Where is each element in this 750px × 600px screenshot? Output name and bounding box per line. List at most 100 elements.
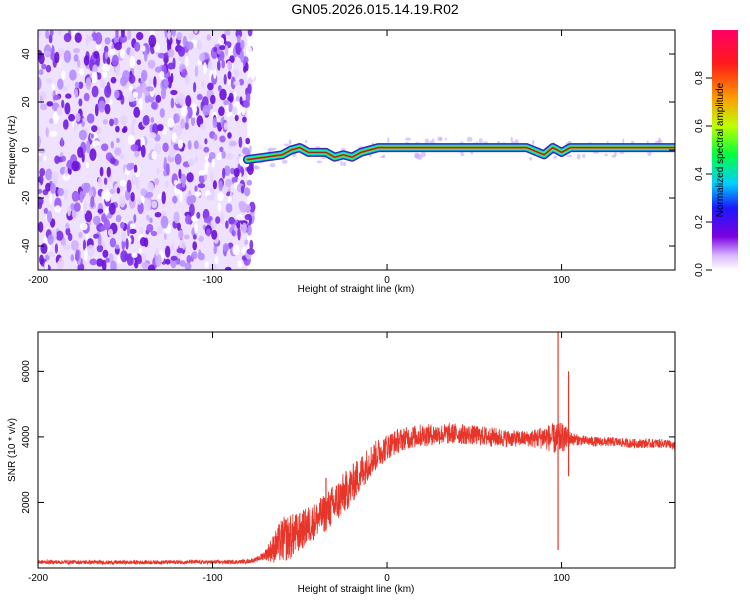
noise-blob bbox=[103, 177, 108, 185]
noise-blob bbox=[91, 71, 98, 84]
signal-halo-speck bbox=[305, 139, 308, 144]
noise-blob bbox=[113, 117, 119, 126]
noise-blob bbox=[119, 114, 128, 126]
spectrogram-x-tick-label: -100 bbox=[203, 275, 223, 286]
noise-blob bbox=[194, 30, 198, 34]
noise-blob bbox=[233, 68, 239, 78]
noise-blob bbox=[221, 151, 226, 159]
noise-blob bbox=[74, 81, 80, 89]
signal-halo-speck bbox=[424, 138, 430, 144]
noise-blob bbox=[39, 254, 44, 265]
noise-blob bbox=[104, 37, 111, 45]
noise-blob bbox=[43, 207, 49, 214]
noise-blob bbox=[213, 133, 218, 141]
noise-blob bbox=[65, 222, 70, 229]
noise-blob bbox=[127, 134, 135, 146]
noise-blob bbox=[128, 74, 136, 84]
noise-blob bbox=[86, 244, 95, 257]
noise-blob bbox=[215, 216, 221, 224]
spectrogram-x-tick-label: -200 bbox=[28, 275, 48, 286]
noise-blob bbox=[180, 106, 188, 117]
spectrogram-y-tick-label: 20 bbox=[21, 96, 32, 108]
noise-blob bbox=[95, 42, 101, 50]
noise-blob bbox=[138, 78, 142, 83]
noise-blob bbox=[151, 101, 158, 110]
noise-blob bbox=[194, 185, 198, 192]
noise-blob bbox=[186, 172, 194, 183]
noise-blob bbox=[44, 261, 48, 270]
noise-blob bbox=[209, 171, 214, 184]
noise-blob bbox=[185, 95, 192, 107]
noise-blob bbox=[47, 234, 54, 245]
noise-blob bbox=[206, 215, 213, 222]
noise-blob bbox=[115, 30, 119, 38]
noise-blob bbox=[196, 211, 201, 219]
noise-blob bbox=[51, 83, 56, 91]
spectrogram-y-tick-label: 40 bbox=[21, 48, 32, 60]
noise-blob bbox=[176, 31, 183, 41]
noise-blob bbox=[218, 180, 223, 192]
noise-blob bbox=[143, 198, 151, 212]
snr-x-tick-label: 100 bbox=[553, 573, 570, 584]
noise-blob bbox=[179, 190, 183, 203]
noise-blob bbox=[104, 51, 109, 60]
noise-blob bbox=[56, 106, 63, 116]
noise-blob bbox=[198, 174, 206, 184]
noise-blob bbox=[191, 215, 199, 222]
noise-blob bbox=[212, 117, 218, 129]
noise-blob bbox=[227, 132, 232, 139]
noise-blob bbox=[199, 52, 206, 62]
noise-blob bbox=[151, 150, 157, 160]
noise-blob bbox=[163, 156, 168, 170]
noise-blob bbox=[245, 45, 252, 56]
noise-blob bbox=[222, 243, 230, 252]
noise-blob bbox=[225, 178, 232, 188]
noise-blob bbox=[110, 157, 116, 165]
noise-blob bbox=[208, 60, 213, 71]
noise-blob bbox=[85, 34, 89, 47]
noise-blob bbox=[198, 249, 202, 258]
noise-blob bbox=[177, 46, 186, 57]
noise-blob bbox=[237, 260, 243, 269]
colorbar-gradient bbox=[712, 30, 738, 270]
noise-blob bbox=[101, 71, 108, 79]
noise-blob bbox=[242, 116, 247, 123]
noise-blob bbox=[174, 125, 183, 137]
signal-halo-speck bbox=[604, 153, 608, 157]
noise-blob bbox=[186, 41, 194, 50]
noise-blob bbox=[131, 252, 138, 258]
noise-blob bbox=[140, 144, 146, 158]
noise-blob bbox=[167, 49, 175, 58]
snr-x-axis-title: Height of straight line (km) bbox=[298, 584, 415, 595]
noise-blob bbox=[229, 140, 237, 147]
signal-halo-speck bbox=[321, 156, 326, 160]
noise-blob bbox=[38, 148, 46, 154]
noise-blob bbox=[119, 34, 128, 43]
noise-blob bbox=[171, 196, 178, 204]
signal-halo-speck bbox=[553, 155, 558, 159]
noise-blob bbox=[170, 89, 178, 96]
noise-blob bbox=[90, 133, 94, 139]
noise-blob bbox=[177, 222, 181, 231]
snr-panel: -200 -100 0 100 2000 4000 6000 Height of strai… bbox=[7, 331, 676, 595]
noise-blob bbox=[58, 257, 65, 270]
noise-blob bbox=[188, 190, 192, 196]
noise-blob bbox=[138, 97, 143, 111]
noise-blob bbox=[217, 202, 222, 212]
noise-blob bbox=[206, 34, 212, 41]
noise-blob bbox=[121, 230, 127, 242]
noise-blob bbox=[250, 69, 256, 80]
noise-blob bbox=[228, 102, 233, 113]
noise-blob bbox=[73, 47, 80, 54]
noise-blob bbox=[107, 228, 113, 237]
signal-halo-speck bbox=[283, 143, 290, 147]
noise-blob bbox=[85, 77, 92, 90]
noise-blob bbox=[234, 114, 239, 122]
noise-blob bbox=[156, 124, 164, 132]
noise-blob bbox=[39, 168, 46, 177]
spectrogram-y-tick-label: 0 bbox=[21, 147, 32, 153]
snr-y-axis-title: SNR (10 * v/v) bbox=[7, 418, 18, 482]
noise-blob bbox=[196, 40, 203, 51]
snr-plot-area bbox=[38, 332, 675, 566]
noise-blob bbox=[182, 180, 186, 188]
